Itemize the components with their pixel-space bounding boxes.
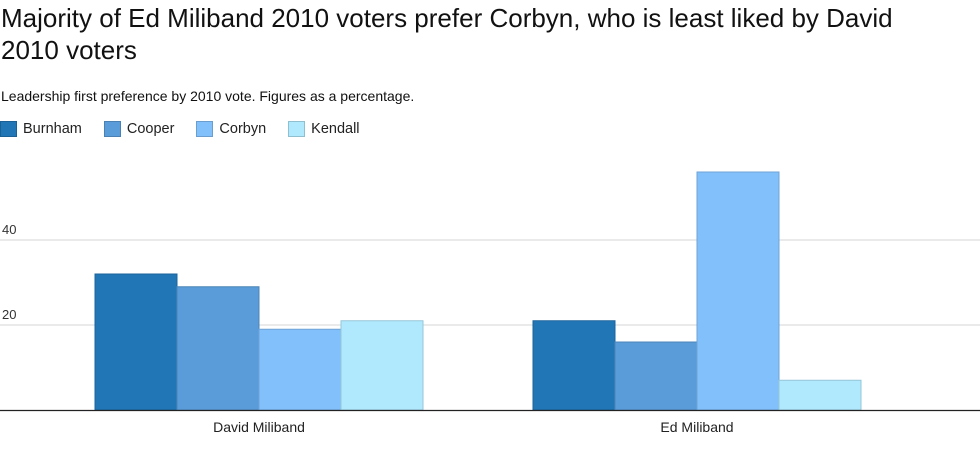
legend-item-corbyn: Corbyn (196, 121, 266, 137)
bar-corbyn-david-miliband (258, 328, 342, 411)
bar-kendall-ed-miliband (778, 379, 862, 411)
bar-cooper-ed-miliband (614, 341, 698, 411)
legend-swatch-burnham (0, 121, 17, 137)
legend-label-corbyn: Corbyn (219, 121, 267, 137)
legend-swatch-corbyn (196, 121, 214, 137)
legend-item-cooper: Cooper (103, 121, 175, 137)
x-category-label: Ed Miliband (660, 419, 733, 435)
legend-item-kendall: Kendall (288, 121, 360, 137)
legend-item-burnham: Burnham (0, 121, 82, 137)
bar-burnham-ed-miliband (532, 320, 616, 411)
legend-label-kendall: Kendall (311, 121, 360, 137)
chart-subtitle: Leadership first preference by 2010 vote… (1, 88, 415, 104)
y-tick-label: 40 (2, 222, 16, 237)
y-tick-label: 20 (2, 307, 16, 322)
bar-cooper-david-miliband (176, 286, 260, 411)
x-category-label: David Miliband (213, 419, 305, 435)
bar-kendall-david-miliband (340, 320, 424, 411)
chart-title: Majority of Ed Miliband 2010 voters pref… (1, 3, 893, 65)
chart-legend: Burnham Cooper Corbyn Kendall (0, 121, 382, 137)
legend-swatch-kendall (288, 121, 306, 137)
bar-corbyn-ed-miliband (696, 171, 780, 411)
bar-burnham-david-miliband (94, 273, 178, 411)
legend-label-burnham: Burnham (23, 121, 82, 137)
legend-label-cooper: Cooper (126, 121, 175, 137)
legend-swatch-cooper (103, 121, 121, 137)
